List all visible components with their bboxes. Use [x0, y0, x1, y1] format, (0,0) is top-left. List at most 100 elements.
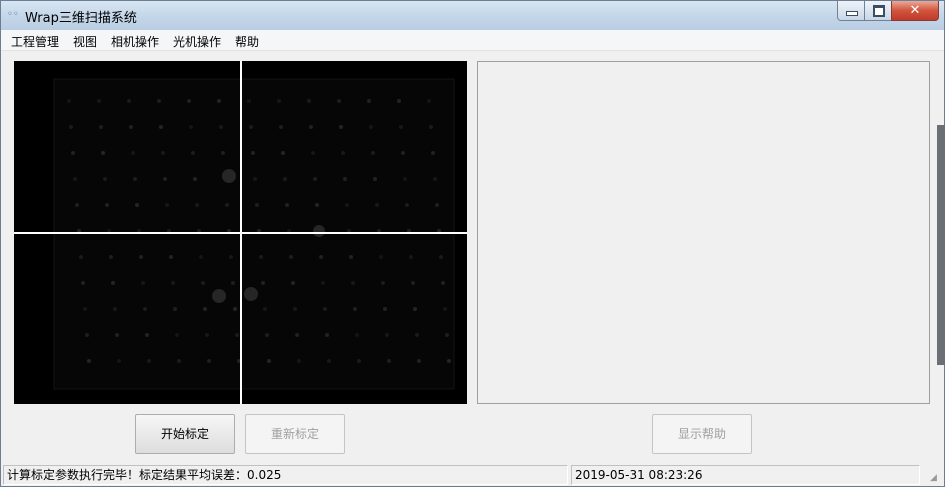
calibration-dot: [259, 255, 263, 259]
calibration-dot: [75, 203, 79, 207]
status-bar: 计算标定参数执行完毕！标定结果平均误差：0.025 2019-05-31 08:…: [1, 464, 944, 486]
calibration-dot: [283, 177, 287, 181]
calibration-dot: [397, 99, 401, 103]
calibration-dot: [219, 125, 223, 129]
calibration-dot: [83, 307, 87, 311]
calibration-dot: [285, 203, 289, 207]
calibration-dot: [295, 333, 299, 337]
calibration-dot: [87, 359, 91, 363]
calibration-dot: [159, 125, 163, 129]
calibration-dot: [263, 307, 267, 311]
show-help-button[interactable]: 显示帮助: [652, 414, 752, 454]
menu-bar: 工程管理 视图 相机操作 光机操作 帮助: [1, 30, 944, 51]
calibration-dot: [81, 281, 85, 285]
calibration-dot: [309, 125, 313, 129]
calibration-dot: [297, 359, 301, 363]
calibration-dot: [101, 151, 105, 155]
calibration-dot: [405, 203, 409, 207]
calibration-dot: [247, 99, 251, 103]
calibration-dot: [367, 99, 371, 103]
window-title: Wrap三维扫描系统: [25, 11, 137, 26]
calibration-dot: [429, 125, 433, 129]
calibration-dot: [379, 255, 383, 259]
menu-help[interactable]: 帮助: [235, 35, 260, 49]
calibration-dot: [103, 177, 107, 181]
maximize-icon: [873, 5, 885, 17]
start-calibration-button[interactable]: 开始标定: [135, 414, 235, 454]
calibration-dot: [337, 99, 341, 103]
calibration-dot: [79, 255, 83, 259]
calibration-dot: [205, 333, 209, 337]
calibration-dot: [281, 151, 285, 155]
calibration-dot: [67, 99, 71, 103]
calibration-dot: [193, 177, 197, 181]
menu-project[interactable]: 工程管理: [11, 35, 60, 49]
calibration-marker: [222, 169, 236, 183]
calibration-dot: [139, 255, 143, 259]
calibration-dot: [71, 151, 75, 155]
calibration-dot: [385, 333, 389, 337]
calibration-dot: [115, 333, 119, 337]
calibration-dot: [189, 125, 193, 129]
calibration-dot: [109, 255, 113, 259]
calibration-dot: [289, 255, 293, 259]
calibration-dot: [113, 307, 117, 311]
recalibrate-button[interactable]: 重新标定: [245, 414, 345, 454]
calibration-dot: [251, 151, 255, 155]
calibration-dot: [255, 203, 259, 207]
calibration-board-image: [14, 61, 467, 404]
menu-view[interactable]: 视图: [73, 35, 98, 49]
calibration-dot: [85, 333, 89, 337]
calibration-dot: [431, 151, 435, 155]
calibration-dot: [341, 151, 345, 155]
calibration-dot: [173, 307, 177, 311]
title-bar[interactable]: ◦◦ Wrap三维扫描系统 ✕: [1, 1, 944, 30]
calibration-dot: [345, 203, 349, 207]
calibration-dot: [291, 281, 295, 285]
minimize-icon: [846, 11, 858, 16]
calibration-dot: [265, 333, 269, 337]
calibration-dot: [375, 203, 379, 207]
status-datetime: 2019-05-31 08:23:26: [571, 465, 920, 485]
status-message: 计算标定参数执行完毕！标定结果平均误差：0.025: [3, 465, 568, 485]
calibration-dot: [321, 281, 325, 285]
calibration-dot: [323, 307, 327, 311]
calibration-dot: [221, 151, 225, 155]
calibration-dot: [381, 281, 385, 285]
calibration-dot: [133, 177, 137, 181]
calibration-dot: [369, 125, 373, 129]
calibration-dot: [401, 151, 405, 155]
calibration-dot: [253, 177, 257, 181]
calibration-dot: [135, 203, 139, 207]
quadrant-divider-horizontal: [14, 232, 467, 234]
calibration-dot: [145, 333, 149, 337]
calibration-dot: [249, 125, 253, 129]
calibration-dot: [353, 307, 357, 311]
resize-grip-icon[interactable]: ◢: [930, 473, 937, 483]
calibration-dot: [441, 281, 445, 285]
maximize-button[interactable]: [864, 1, 892, 21]
calibration-dot: [201, 281, 205, 285]
3d-view-panel[interactable]: [477, 61, 930, 404]
calibration-dot: [169, 255, 173, 259]
calibration-dot: [157, 99, 161, 103]
minimize-button[interactable]: [837, 1, 865, 21]
calibration-dot: [439, 255, 443, 259]
calibration-dot: [73, 177, 77, 181]
calibration-dot: [105, 203, 109, 207]
calibration-dot: [315, 203, 319, 207]
calibration-dot: [165, 203, 169, 207]
calibration-dot: [403, 177, 407, 181]
calibration-dot: [217, 99, 221, 103]
app-icon: ◦◦: [7, 9, 19, 20]
close-button[interactable]: ✕: [891, 1, 939, 21]
calibration-dot: [433, 177, 437, 181]
calibration-dot: [129, 125, 133, 129]
menu-projector[interactable]: 光机操作: [173, 35, 222, 49]
calibration-dot: [267, 359, 271, 363]
calibration-dot: [207, 359, 211, 363]
calibration-dot: [319, 255, 323, 259]
calibration-dot: [171, 281, 175, 285]
calibration-dot: [191, 151, 195, 155]
menu-camera[interactable]: 相机操作: [111, 35, 160, 49]
